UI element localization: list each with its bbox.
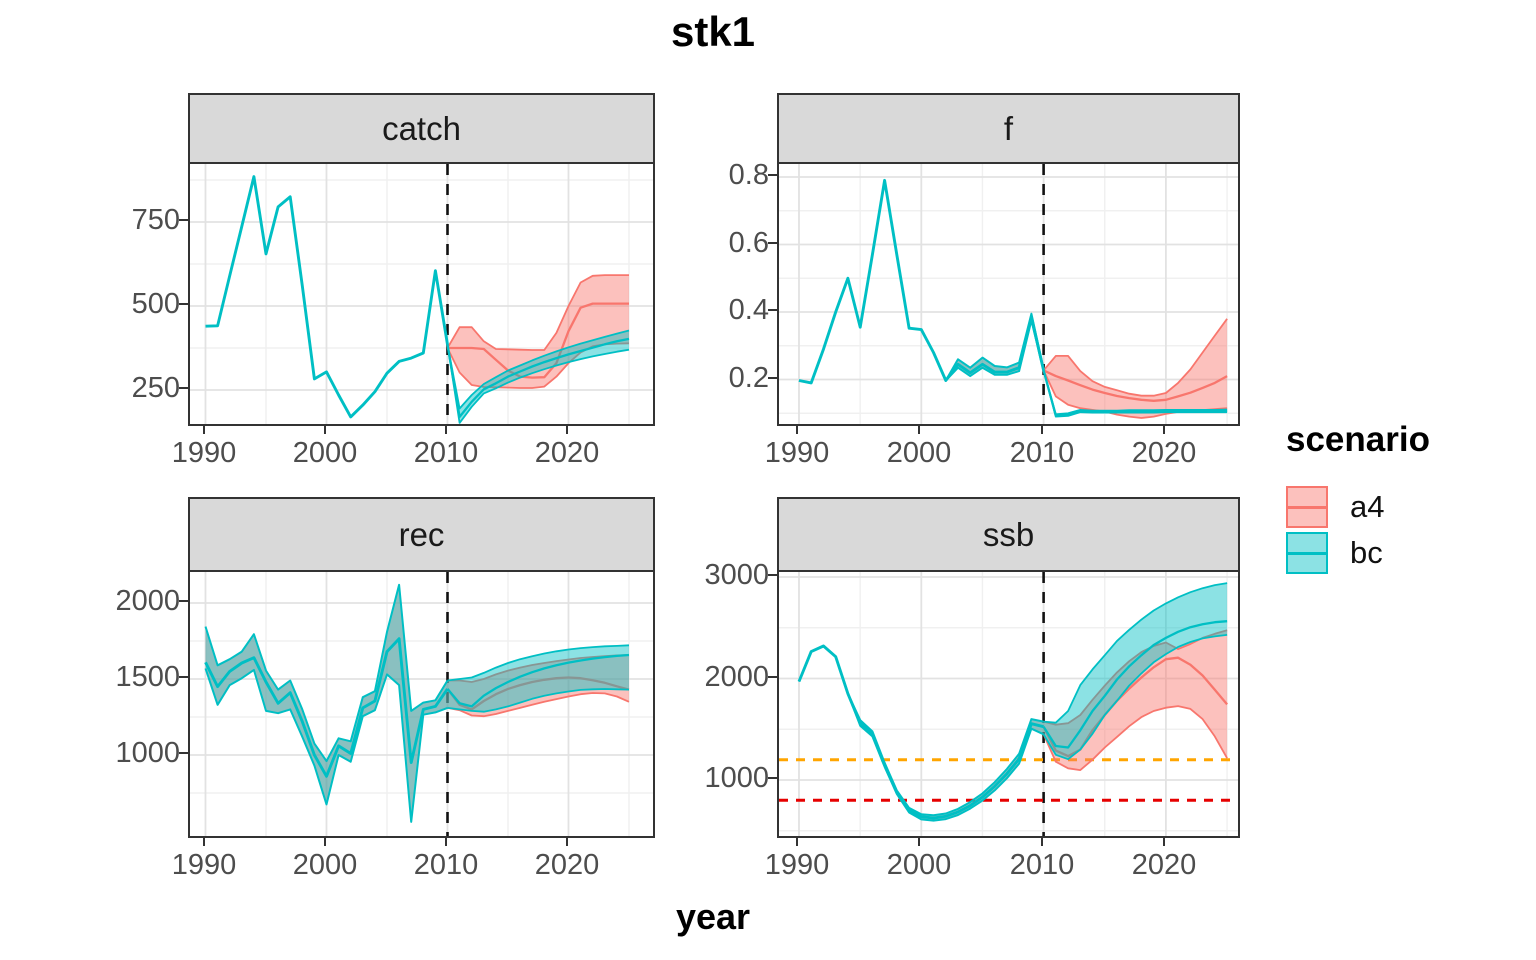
x-tick-mark (918, 838, 921, 846)
legend-label-a4: a4 (1350, 489, 1385, 524)
x-tick-mark (1163, 838, 1166, 846)
legend-item-bc: bc (1286, 532, 1430, 574)
y-tick-label: 500 (131, 288, 180, 320)
y-tick-label: 0.4 (728, 294, 769, 326)
x-tick-label: 2000 (886, 437, 952, 469)
y-tick-mark (768, 309, 777, 312)
y-tick-mark (768, 242, 777, 245)
y-tick-label: 1000 (115, 737, 180, 769)
x-tick-label: 2020 (1131, 437, 1197, 469)
legend-key-a4-swatch (1286, 486, 1328, 528)
panel-plot-ssb (777, 570, 1240, 838)
y-tick-label: 750 (131, 204, 180, 236)
y-tick-label: 0.8 (728, 159, 769, 191)
x-tick-label: 2010 (413, 437, 479, 469)
facet-strip-rec: rec (188, 497, 655, 572)
x-tick-label: 2000 (292, 849, 358, 881)
x-tick-label: 2010 (413, 849, 479, 881)
y-tick-mark (179, 303, 188, 306)
x-tick-mark (796, 426, 799, 434)
y-tick-label: 1500 (115, 661, 180, 693)
panel-canvas-rec (190, 572, 653, 836)
facet-strip-label: catch (382, 109, 461, 147)
x-tick-mark (203, 426, 206, 434)
x-axis-title: year (675, 896, 751, 937)
x-tick-label: 2000 (886, 849, 952, 881)
facet-strip-ssb: ssb (777, 497, 1240, 572)
legend-item-a4: a4 (1286, 486, 1430, 528)
x-tick-mark (918, 426, 921, 434)
x-tick-mark (324, 426, 327, 434)
y-tick-label: 3000 (704, 559, 769, 591)
x-tick-mark (445, 838, 448, 846)
x-tick-label: 1990 (171, 437, 237, 469)
x-tick-mark (1041, 426, 1044, 434)
panel-canvas-ssb (779, 572, 1238, 836)
y-tick-mark (768, 174, 777, 177)
legend-key-a4-line (1288, 506, 1326, 509)
x-tick-label: 2020 (534, 437, 600, 469)
y-tick-mark (179, 676, 188, 679)
y-tick-label: 0.6 (728, 227, 769, 259)
panel-plot-rec (188, 570, 655, 838)
y-tick-mark (179, 752, 188, 755)
legend-scenario: scenario a4 bc (1286, 420, 1430, 578)
panel-canvas-f (779, 164, 1238, 424)
y-tick-mark (768, 574, 777, 577)
x-tick-label: 1990 (171, 849, 237, 881)
facet-strip-label: f (1003, 109, 1014, 147)
x-tick-mark (324, 838, 327, 846)
x-tick-mark (445, 426, 448, 434)
legend-key-bc-swatch (1286, 532, 1328, 574)
facet-strip-label: ssb (982, 515, 1035, 553)
panel-canvas-catch (190, 164, 653, 424)
x-tick-mark (566, 838, 569, 846)
y-tick-label: 250 (131, 372, 180, 404)
y-tick-label: 2000 (115, 585, 180, 617)
legend-title: scenario (1286, 420, 1430, 459)
x-tick-label: 2010 (1009, 437, 1075, 469)
x-tick-label: 1990 (764, 437, 830, 469)
y-tick-mark (179, 387, 188, 390)
x-tick-mark (1163, 426, 1166, 434)
x-tick-mark (203, 838, 206, 846)
y-tick-mark (768, 676, 777, 679)
y-tick-mark (179, 219, 188, 222)
x-tick-mark (796, 838, 799, 846)
x-tick-label: 2000 (292, 437, 358, 469)
panel-plot-catch (188, 162, 655, 426)
y-tick-label: 2000 (704, 661, 769, 693)
y-tick-label: 1000 (704, 762, 769, 794)
facet-strip-catch: catch (188, 93, 655, 164)
legend-label-bc: bc (1350, 535, 1383, 570)
x-tick-label: 1990 (764, 849, 830, 881)
panel-plot-f (777, 162, 1240, 426)
x-tick-label: 2020 (534, 849, 600, 881)
x-tick-mark (1041, 838, 1044, 846)
x-tick-mark (566, 426, 569, 434)
x-tick-label: 2020 (1131, 849, 1197, 881)
facet-strip-label: rec (398, 515, 445, 553)
facet-strip-f: f (777, 93, 1240, 164)
y-tick-mark (768, 377, 777, 380)
x-tick-label: 2010 (1009, 849, 1075, 881)
y-tick-mark (179, 600, 188, 603)
y-tick-label: 0.2 (728, 362, 769, 394)
legend-key-bc-line (1288, 552, 1326, 555)
y-tick-mark (768, 777, 777, 780)
figure-title: stk1 (670, 8, 756, 55)
